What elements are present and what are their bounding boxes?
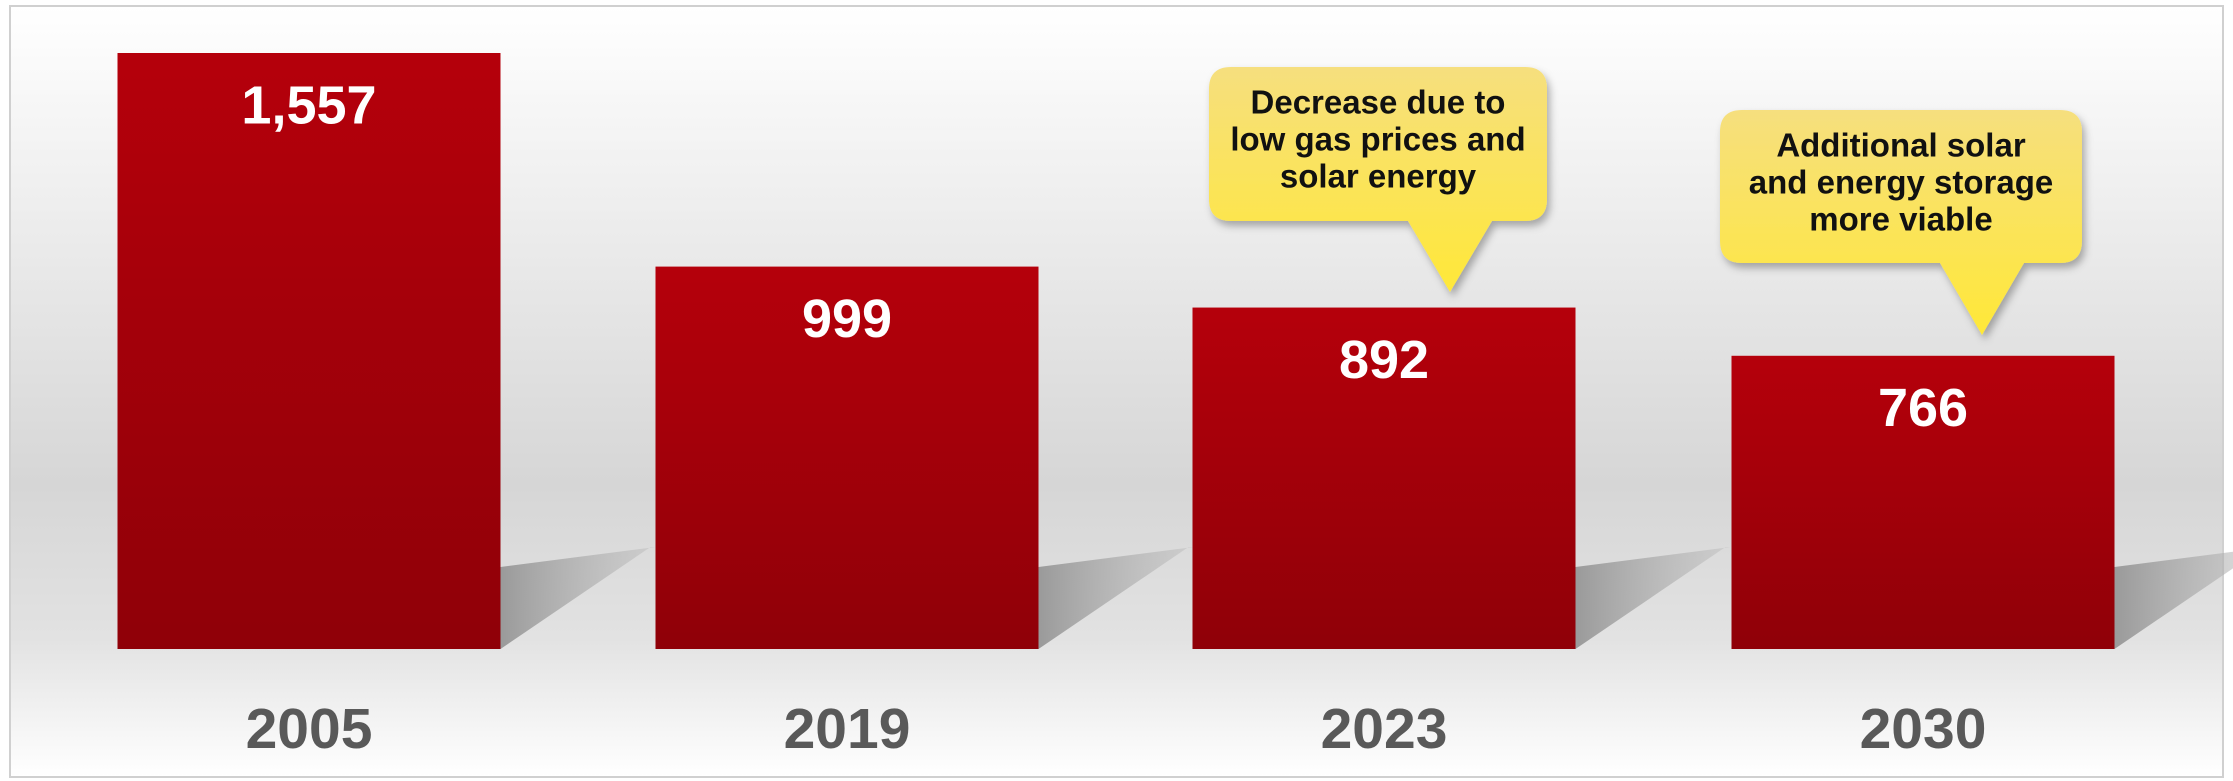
bar-shadow (1038, 547, 1194, 649)
x-tick-label: 2030 (1860, 697, 1987, 761)
bar-shadow (2114, 551, 2233, 649)
value-label: 766 (1878, 378, 1968, 438)
bar (1192, 307, 1576, 649)
bar-shadow (1575, 547, 1731, 649)
bar-shadow (500, 547, 656, 649)
value-label: 999 (802, 289, 892, 349)
value-label: 892 (1339, 330, 1429, 390)
value-label: 1,557 (241, 75, 376, 135)
bar (117, 53, 501, 649)
annotation-text: and energy storage (1749, 164, 2053, 201)
callout (1209, 67, 1547, 292)
callout (1720, 110, 2082, 335)
annotation-text: low gas prices and (1230, 121, 1525, 158)
bar (1731, 355, 2115, 649)
x-tick-label: 2023 (1321, 697, 1448, 761)
x-tick-label: 2005 (246, 697, 373, 761)
annotation-text: Decrease due to (1251, 84, 1506, 121)
bar (655, 266, 1039, 649)
annotation-text: Additional solar (1776, 127, 2026, 164)
x-tick-label: 2019 (784, 697, 911, 761)
annotation-text: solar energy (1280, 158, 1477, 195)
annotation-text: more viable (1809, 201, 1992, 238)
